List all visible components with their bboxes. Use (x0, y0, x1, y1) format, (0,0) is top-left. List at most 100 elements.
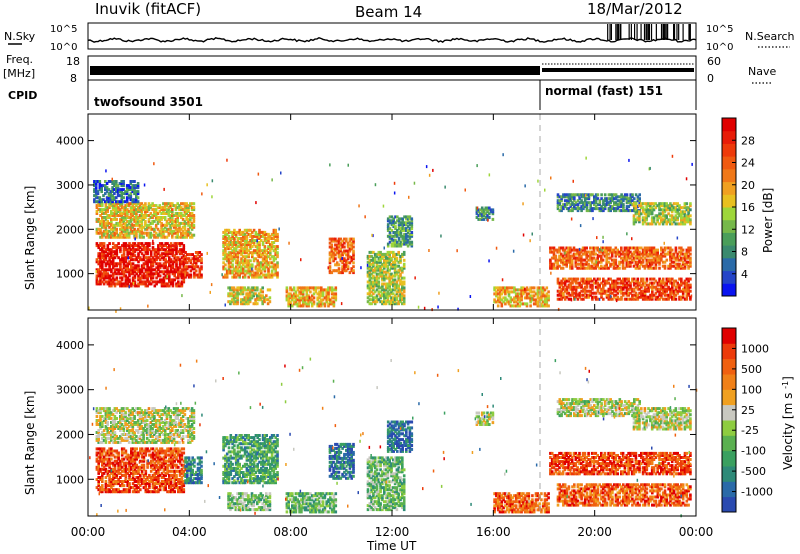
heatmap-cell (110, 202, 113, 206)
heatmap-cell (94, 194, 98, 198)
heatmap-cell (394, 238, 397, 242)
heatmap-cell (509, 290, 513, 294)
heatmap-cell (133, 235, 136, 239)
heatmap-cell (236, 271, 240, 275)
heatmap-cell (647, 252, 650, 256)
heatmap-cell (119, 268, 122, 272)
heatmap-cell (229, 300, 232, 304)
heatmap-cell (142, 274, 146, 278)
heatmap-cell (146, 244, 149, 248)
heatmap-cell (627, 256, 630, 260)
heatmap-cell (569, 195, 572, 199)
heatmap-cell (614, 195, 618, 199)
heatmap-cell (118, 194, 122, 198)
heatmap-cell (558, 201, 562, 205)
heatmap-cell (576, 258, 579, 262)
heatmap-cell (320, 290, 323, 294)
heatmap-cell (111, 186, 114, 190)
heatmap-cell (330, 253, 334, 257)
heatmap-cell (504, 302, 507, 306)
heatmap-cell (567, 252, 570, 256)
heatmap-cell (166, 254, 169, 258)
heatmap-cell (111, 217, 115, 221)
heatmap-cell (181, 202, 185, 206)
heatmap-cell (247, 265, 250, 269)
heatmap-cell (169, 252, 173, 256)
heatmap-cell (410, 223, 414, 227)
heatmap-cell (373, 296, 377, 300)
heatmap-cell (156, 227, 160, 231)
heatmap-cell (399, 266, 402, 270)
heatmap-cell (168, 264, 171, 268)
heatmap-cell (110, 274, 113, 278)
heatmap-cell (102, 244, 106, 248)
heatmap-cell (183, 227, 187, 231)
heatmap-cell (108, 252, 111, 256)
heatmap-cell (289, 300, 292, 304)
heatmap-cell (395, 290, 399, 294)
heatmap-cell (381, 254, 384, 258)
heatmap-cell (181, 235, 185, 239)
heatmap-cell (160, 227, 163, 231)
heatmap-cell (334, 237, 337, 241)
heatmap-cell (196, 259, 200, 263)
heatmap-cell (184, 271, 187, 275)
heatmap-cell (632, 258, 636, 262)
heatmap-cell (285, 298, 289, 302)
heatmap-cell (130, 262, 133, 266)
heatmap-cell (225, 243, 229, 247)
heatmap-cell (243, 241, 247, 244)
heatmap-cell (388, 215, 392, 219)
heatmap-cell (156, 206, 160, 210)
heatmap-cell (587, 266, 590, 270)
heatmap-cell (99, 229, 102, 233)
heatmap-cell (368, 278, 372, 282)
heatmap-cell (225, 271, 229, 275)
date-title: 18/Mar/2012 (587, 0, 683, 18)
heatmap-cell (341, 259, 344, 263)
heatmap-cell (185, 206, 188, 210)
heatmap-cell (98, 188, 102, 192)
heatmap-cell (155, 270, 158, 274)
heatmap-cell (589, 250, 592, 254)
heatmap-cell (227, 259, 231, 263)
heatmap-cell (500, 298, 504, 302)
heatmap-cell (399, 282, 402, 286)
heatmap-cell (390, 258, 393, 262)
heatmap-cell (390, 274, 393, 278)
heatmap-cell (190, 208, 194, 212)
heatmap-cell (258, 275, 261, 279)
heatmap-cell (334, 294, 338, 298)
heatmap-cell (596, 281, 600, 285)
heatmap-cell (258, 265, 261, 269)
heatmap-cell (124, 214, 127, 217)
heatmap-cell (405, 232, 408, 236)
heatmap-cell (377, 272, 381, 276)
heatmap-cell (243, 298, 247, 302)
heatmap-cell (122, 250, 126, 254)
heatmap-cell (258, 253, 261, 257)
heatmap-cell (104, 280, 108, 284)
heatmap-cell (137, 242, 140, 246)
heatmap-cell (236, 257, 240, 261)
heatmap-cell (656, 204, 659, 208)
heatmap-cell (384, 270, 388, 274)
heatmap-cell (394, 231, 397, 234)
heatmap-cell (549, 246, 552, 250)
heatmap-cell (147, 202, 151, 206)
heatmap-cell (163, 202, 167, 206)
heatmap-cell (140, 258, 144, 262)
heatmap-cell (274, 257, 277, 261)
heatmap-cell (582, 297, 585, 301)
heatmap-cell (643, 291, 647, 295)
heatmap-cell (106, 216, 109, 219)
heatmap-cell (276, 275, 279, 279)
heatmap-cell (493, 292, 496, 296)
heatmap-cell (111, 182, 114, 185)
heatmap-cell (180, 221, 183, 225)
heatmap-cell (590, 246, 594, 250)
heatmap-cell (124, 246, 128, 250)
heatmap-cell (247, 294, 250, 298)
heatmap-cell (683, 220, 687, 224)
heatmap-cell (328, 245, 332, 249)
